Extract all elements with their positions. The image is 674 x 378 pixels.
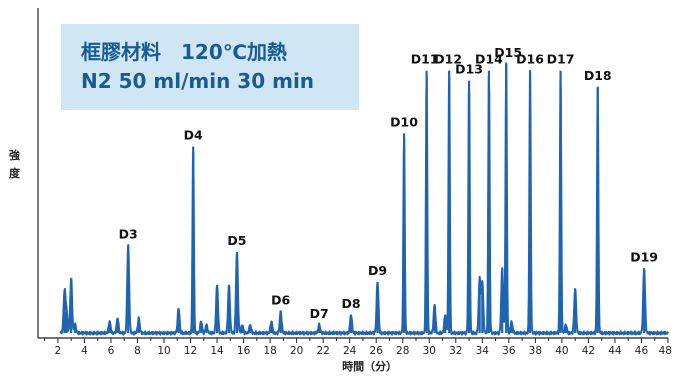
x-tick-label: 42 bbox=[582, 345, 595, 357]
peak-label-d13: D13 bbox=[455, 62, 483, 77]
x-tick-label: 32 bbox=[449, 345, 462, 357]
peak-label-d10: D10 bbox=[390, 114, 418, 129]
x-tick-label: 12 bbox=[184, 345, 197, 357]
x-tick-label: 38 bbox=[529, 345, 542, 357]
peak-label-d19: D19 bbox=[630, 250, 658, 265]
peak-label-d11: D11 bbox=[411, 52, 439, 67]
y-axis-label-2: 度 bbox=[9, 167, 20, 180]
peak-label-d8: D8 bbox=[341, 296, 360, 311]
x-tick-label: 18 bbox=[263, 345, 276, 357]
peak-label-d16: D16 bbox=[516, 52, 544, 67]
x-tick-label: 46 bbox=[635, 345, 649, 357]
peak-label-d14: D14 bbox=[475, 52, 503, 67]
x-axis-title: 時間（分） bbox=[342, 359, 397, 373]
x-tick-label: 10 bbox=[157, 345, 170, 357]
peak-label-d12: D12 bbox=[434, 52, 462, 67]
x-tick-label: 2 bbox=[55, 345, 62, 357]
x-tick-label: 8 bbox=[134, 345, 141, 357]
x-tick-label: 44 bbox=[608, 345, 622, 357]
x-tick-label: 24 bbox=[343, 345, 357, 357]
x-tick-label: 4 bbox=[81, 345, 88, 357]
x-tick-label: 30 bbox=[423, 345, 436, 357]
x-tick-label: 28 bbox=[396, 345, 409, 357]
chromatogram-series bbox=[59, 62, 669, 336]
peak-label-d4: D4 bbox=[184, 128, 203, 143]
info-line-2: N2 50 ml/min 30 min bbox=[81, 69, 315, 93]
x-tick-label: 48 bbox=[659, 345, 672, 357]
peak-label-d3: D3 bbox=[119, 227, 138, 242]
x-tick-label: 14 bbox=[210, 345, 224, 357]
chart-axes: 2 4 6 8 10 12 14 16 18 20 22 24 26 28 30 32 34 36 38 40 42 44… bbox=[37, 8, 672, 373]
peak-label-d7: D7 bbox=[310, 306, 329, 321]
x-tick-label: 36 bbox=[502, 345, 516, 357]
info-line-1: 框膠材料 120℃加熱 bbox=[81, 40, 287, 64]
x-tick-label: 16 bbox=[237, 345, 251, 357]
peak-label-d15: D15 bbox=[494, 45, 522, 60]
x-tick-label: 22 bbox=[316, 345, 329, 357]
peak-label-d6: D6 bbox=[271, 293, 290, 308]
x-tick-label: 40 bbox=[555, 345, 568, 357]
y-axis-label-1: 強 bbox=[9, 149, 20, 162]
peak-label-d5: D5 bbox=[227, 233, 246, 248]
x-tick-label: 6 bbox=[108, 345, 115, 357]
x-tick-label: 20 bbox=[290, 345, 303, 357]
x-tick-label: 26 bbox=[370, 345, 384, 357]
x-tick-label: 34 bbox=[476, 345, 490, 357]
peak-label-d17: D17 bbox=[547, 52, 575, 67]
peak-label-d9: D9 bbox=[368, 263, 387, 278]
info-box: 框膠材料 120℃加熱 N2 50 ml/min 30 min bbox=[61, 24, 359, 110]
peak-label-d18: D18 bbox=[584, 68, 612, 83]
